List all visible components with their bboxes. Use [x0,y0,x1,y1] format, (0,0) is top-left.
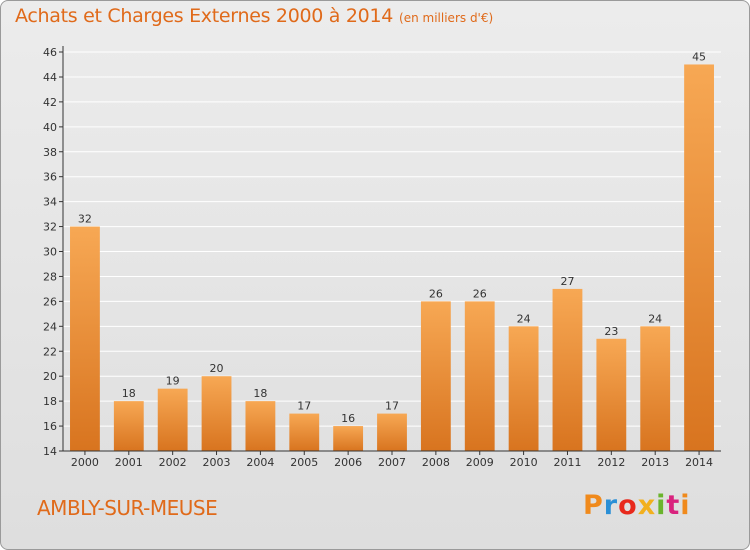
x-tick-label: 2014 [685,456,713,469]
brand-letter: P [583,490,604,521]
bar-value-label: 19 [166,375,180,388]
y-tick-label: 40 [43,121,57,134]
bar [552,288,583,451]
chart-title: Achats et Charges Externes 2000 à 2014 [15,5,394,27]
x-tick-label: 2007 [378,456,406,469]
y-tick-label: 32 [43,221,57,234]
brand-letter: i [656,490,667,521]
x-tick-label: 2011 [553,456,581,469]
x-tick-label: 2009 [466,456,494,469]
x-tick-label: 2010 [510,456,538,469]
bar [113,401,144,451]
x-tick-label: 2001 [115,456,143,469]
brand-letter: t [666,490,681,521]
bar-value-label: 17 [297,400,311,413]
bar-value-label: 20 [210,362,224,375]
bar-value-label: 45 [692,50,706,63]
x-tick-label: 2013 [641,456,669,469]
bar-value-label: 18 [122,387,136,400]
y-tick-label: 20 [43,370,57,383]
bar-value-label: 16 [341,412,355,425]
title-line: Achats et Charges Externes 2000 à 2014 (e… [15,5,493,27]
y-tick-label: 24 [43,320,57,333]
x-tick-label: 2008 [422,456,450,469]
y-tick-label: 34 [43,196,57,209]
bar [508,326,539,451]
bar-value-label: 17 [385,400,399,413]
brand-letter: r [603,490,619,521]
brand-letter: x [637,490,657,521]
labels: 14 16 18 20 22 24 26 28 30 32 34 36 38 40 42 44 46 32 2000… [43,46,713,469]
bar [464,301,495,451]
y-tick-label: 38 [43,146,57,159]
bar-value-label: 18 [253,387,267,400]
bar [201,376,232,451]
x-tick-label: 2003 [203,456,231,469]
y-tick-label: 14 [43,445,57,458]
bar-value-label: 23 [604,325,618,338]
brand-letter: o [618,490,638,521]
bar-value-label: 24 [648,312,662,325]
x-tick-label: 2000 [71,456,99,469]
bar-value-label: 26 [429,287,443,300]
bar [596,338,627,451]
y-tick-label: 42 [43,96,57,109]
brand-logo: Proxiti [583,490,691,521]
bar-value-label: 32 [78,213,92,226]
bar [420,301,451,451]
x-tick-label: 2002 [159,456,187,469]
bar [640,326,671,451]
bar [245,401,276,451]
bar [289,413,320,451]
y-tick-label: 30 [43,246,57,259]
x-tick-label: 2012 [597,456,625,469]
chart-subtitle: (en milliers d'€) [399,11,494,25]
x-tick-label: 2005 [290,456,318,469]
y-tick-label: 28 [43,270,57,283]
y-tick-label: 18 [43,395,57,408]
y-tick-label: 36 [43,171,57,184]
bar-value-label: 27 [560,275,574,288]
bar [70,226,100,451]
bar [157,388,188,451]
bar-value-label: 26 [473,287,487,300]
x-tick-label: 2004 [246,456,274,469]
bar-value-label: 24 [517,312,531,325]
y-tick-label: 44 [43,71,57,84]
bars [70,64,714,451]
axes [59,46,721,455]
bar [377,413,407,451]
y-tick-label: 26 [43,295,57,308]
bar [333,426,364,451]
brand-letter: i [680,490,691,521]
y-tick-label: 46 [43,46,57,59]
bar [684,64,714,451]
x-tick-label: 2006 [334,456,362,469]
y-tick-label: 22 [43,345,57,358]
y-tick-label: 16 [43,420,57,433]
place-name: AMBLY-SUR-MEUSE [37,496,218,520]
